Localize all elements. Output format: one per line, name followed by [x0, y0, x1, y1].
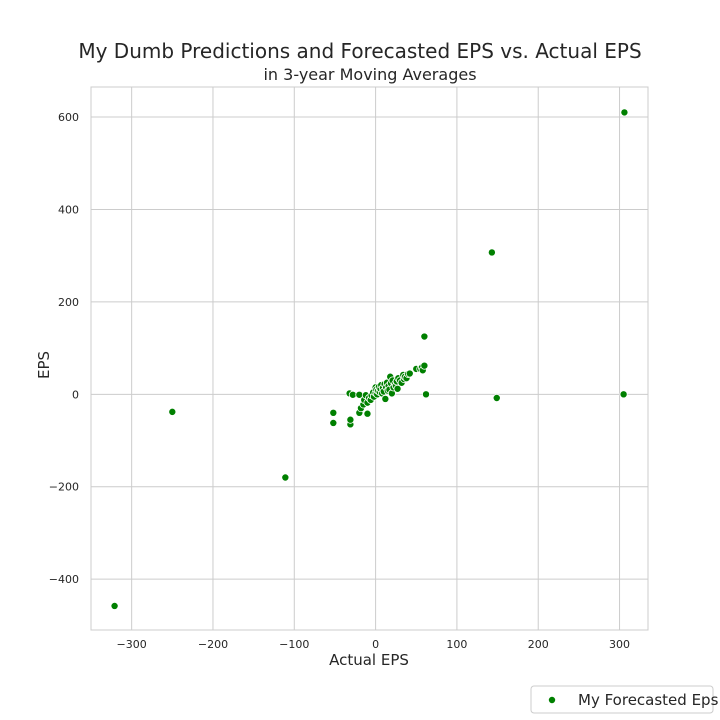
chart-title: My Dumb Predictions and Forecasted EPS v… — [78, 39, 641, 63]
scatter-point — [420, 361, 429, 370]
legend-label: My Forecasted Eps — [578, 691, 719, 709]
y-tick-label: −400 — [49, 573, 79, 586]
x-tick-label: 100 — [446, 638, 467, 651]
x-axis-label: Actual EPS — [329, 651, 409, 669]
x-tick-label: 0 — [372, 638, 379, 651]
x-tick-label: −300 — [117, 638, 147, 651]
scatter-point — [620, 108, 629, 117]
scatter-point — [393, 384, 402, 393]
y-tick-label: 600 — [58, 111, 79, 124]
y-tick-label: −200 — [49, 481, 79, 494]
grid-lines — [91, 87, 648, 630]
x-tick-label: 200 — [528, 638, 549, 651]
scatter-point — [329, 418, 338, 427]
scatter-point — [363, 409, 372, 418]
scatter-point — [346, 415, 355, 424]
scatter-point — [492, 394, 501, 403]
y-tick-label: 400 — [58, 203, 79, 216]
chart-subtitle: in 3-year Moving Averages — [263, 65, 476, 84]
scatter-point — [381, 394, 390, 403]
scatter-point — [487, 248, 496, 257]
x-tick-label: −100 — [279, 638, 309, 651]
scatter-point — [420, 332, 429, 341]
data-points — [110, 108, 629, 610]
scatter-point — [168, 407, 177, 416]
x-tick-label: 300 — [609, 638, 630, 651]
legend-marker — [548, 696, 557, 705]
tick-labels: −300 −200 −100 0 100 200 300 −400 −200 0 200 400 600 — [49, 111, 630, 651]
scatter-point — [619, 390, 628, 399]
scatter-point — [422, 390, 431, 399]
y-axis-label: EPS — [35, 351, 53, 379]
scatter-point — [329, 408, 338, 417]
x-tick-label: −200 — [198, 638, 228, 651]
legend-box — [530, 685, 714, 714]
y-tick-label: 200 — [58, 296, 79, 309]
y-tick-label: 0 — [72, 388, 79, 401]
scatter-point — [281, 473, 290, 482]
scatter-point — [405, 369, 414, 378]
scatter-point — [110, 601, 119, 610]
legend: My Forecasted Eps — [530, 685, 719, 714]
plot-area-frame — [90, 86, 649, 631]
